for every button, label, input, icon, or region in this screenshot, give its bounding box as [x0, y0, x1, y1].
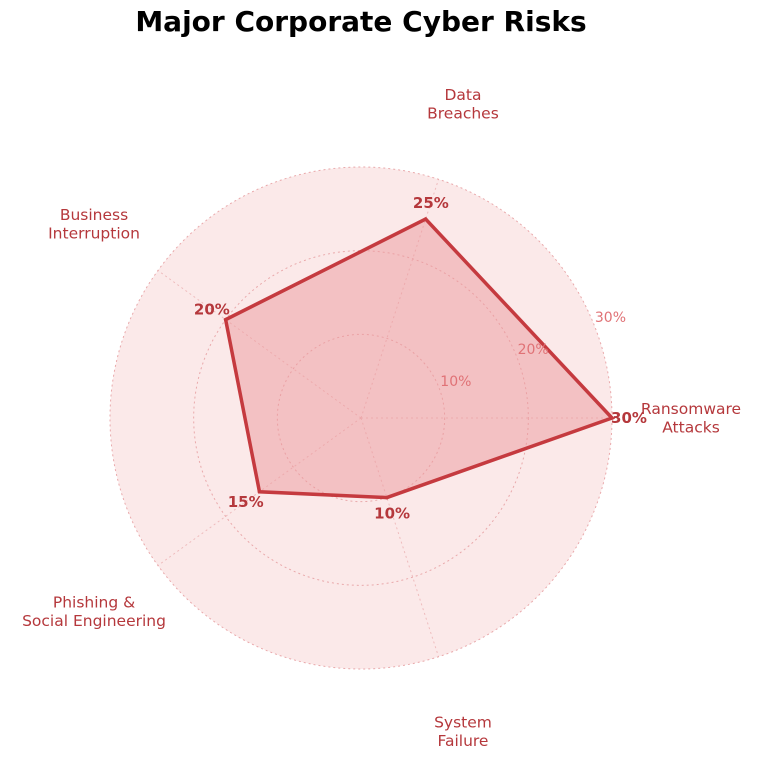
data-point-4: [385, 495, 389, 500]
data-point-1: [423, 217, 428, 221]
chart-title: Major Corporate Cyber Risks: [135, 5, 586, 38]
data-area: [223, 216, 616, 500]
category-label-4: System Failure: [434, 714, 492, 751]
data-label-2: 20%: [194, 301, 230, 319]
data-label-0: 30%: [611, 409, 647, 427]
category-label-3: Phishing & Social Engineering: [22, 594, 166, 631]
data-label-4: 10%: [374, 505, 410, 523]
data-label-1: 25%: [413, 194, 449, 212]
category-label-1: Data Breaches: [427, 86, 499, 123]
data-point-0: [610, 416, 614, 420]
tick-label-0: 10%: [440, 374, 471, 390]
data-vertices: [223, 217, 614, 500]
category-label-0: Ransomware Attacks: [641, 400, 741, 437]
data-label-3: 15%: [228, 493, 264, 511]
tick-label-2: 30%: [595, 310, 626, 326]
category-label-2: Business Interruption: [48, 206, 140, 243]
data-labels: 30% 25% 20% 15% 10%: [194, 194, 647, 523]
data-point-3: [257, 490, 262, 494]
tick-label-1: 20%: [518, 342, 549, 358]
category-labels: Ransomware Attacks Data Breaches Business Int…: [22, 86, 741, 750]
data-point-2: [223, 317, 228, 322]
radial-tick-labels: 10% 20% 30%: [440, 310, 626, 390]
